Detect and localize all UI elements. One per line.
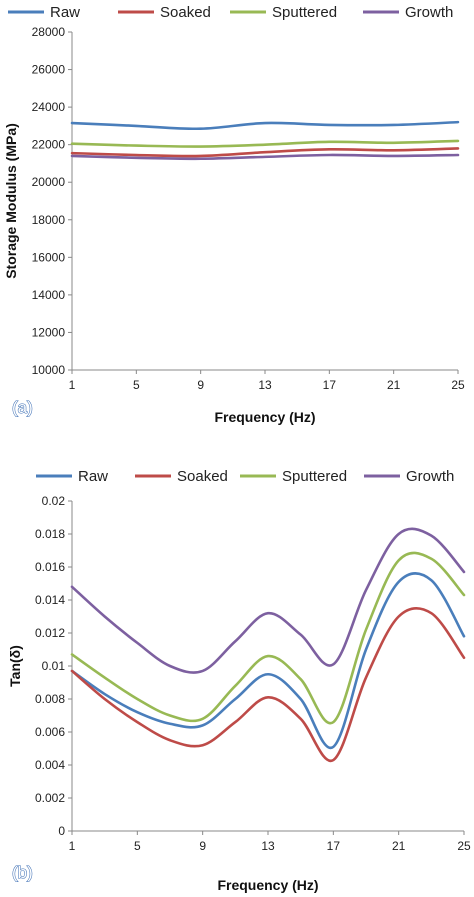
y-axis-title: Tan(δ): [7, 645, 23, 687]
y-tick-label: 0.004: [35, 758, 65, 772]
y-tick-label: 10000: [32, 363, 66, 377]
x-tick-label: 9: [197, 378, 204, 392]
legend-label: Raw: [50, 4, 80, 21]
x-tick-label: 17: [327, 839, 341, 853]
y-tick-label: 24000: [32, 100, 66, 114]
y-tick-label: 0.016: [35, 560, 65, 574]
legend-label: Soaked: [160, 4, 211, 21]
x-tick-label: 5: [133, 378, 140, 392]
legend-label: Sputtered: [282, 468, 347, 485]
x-tick-label: 1: [69, 839, 76, 853]
y-tick-label: 0.014: [35, 593, 65, 607]
series-line-growth: [70, 527, 466, 674]
y-tick-label: 0.002: [35, 791, 65, 805]
legend-label: Growth: [405, 4, 453, 21]
series-line-sputtered: [70, 139, 460, 148]
y-axis-title: Storage Modulus (MPa): [3, 123, 19, 279]
tan-delta-chart: 0 0.002 0.004 0.006 0.008 0.01 0.012 0.014 0.016…: [7, 468, 471, 893]
y-tick-label: 22000: [32, 138, 66, 152]
x-tick-label: 13: [261, 839, 275, 853]
y-tick-label: 18000: [32, 213, 66, 227]
series-line-growth: [70, 153, 460, 161]
series-line-soaked: [70, 147, 460, 158]
x-tick-label: 5: [134, 839, 141, 853]
panel-label: (a): [12, 398, 33, 417]
x-tick-label: 25: [451, 378, 465, 392]
y-tick-label: 0.01: [42, 659, 66, 673]
y-tick-label: 0.008: [35, 692, 65, 706]
storage-modulus-chart: 10000 12000 14000 16000 18000 20000 22000 24000…: [3, 4, 465, 425]
y-tick-label: 28000: [32, 25, 66, 39]
legend-label: Sputtered: [272, 4, 337, 21]
series-line-raw: [70, 120, 460, 131]
series-line-soaked: [70, 606, 466, 763]
y-tick-label: 26000: [32, 63, 66, 77]
y-tick-label: 16000: [32, 250, 66, 264]
legend-label: Raw: [78, 468, 108, 485]
x-tick-label: 13: [258, 378, 272, 392]
x-tick-label: 9: [199, 839, 206, 853]
y-tick-label: 14000: [32, 288, 66, 302]
legend-label: Soaked: [177, 468, 228, 485]
y-tick-label: 0.012: [35, 626, 65, 640]
panel-label: (b): [12, 863, 33, 882]
x-tick-label: 17: [323, 378, 337, 392]
x-tick-label: 21: [392, 839, 406, 853]
x-tick-label: 25: [457, 839, 471, 853]
y-tick-label: 20000: [32, 175, 66, 189]
legend-label: Growth: [406, 468, 454, 485]
y-tick-label: 0.018: [35, 527, 65, 541]
x-tick-label: 21: [387, 378, 401, 392]
series-line-sputtered: [70, 551, 466, 725]
y-tick-label: 12000: [32, 325, 66, 339]
y-tick-label: 0.02: [42, 494, 66, 508]
x-axis-title: Frequency (Hz): [217, 877, 318, 893]
y-tick-label: 0: [58, 824, 65, 838]
x-tick-label: 1: [69, 378, 76, 392]
y-tick-label: 0.006: [35, 725, 65, 739]
x-axis-title: Frequency (Hz): [214, 409, 315, 425]
series-line-raw: [70, 571, 466, 750]
